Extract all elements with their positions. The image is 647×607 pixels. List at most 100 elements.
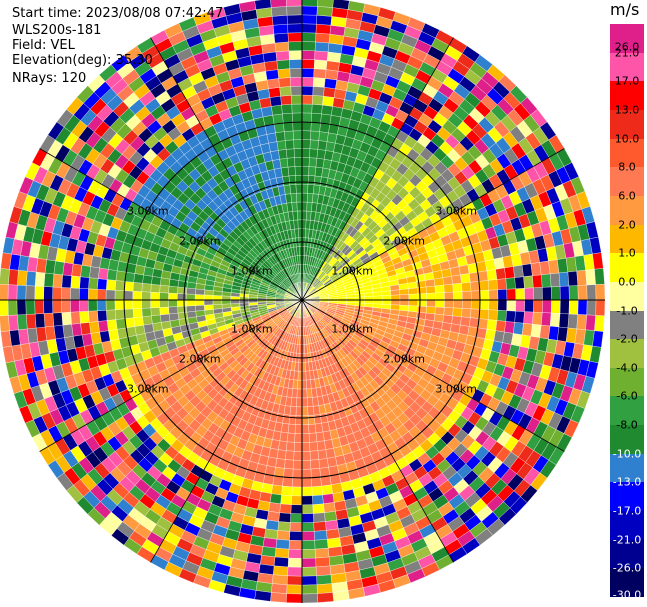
velocity-gate: [325, 448, 336, 459]
velocity-gate: [315, 556, 331, 568]
velocity-gate: [270, 150, 280, 161]
velocity-gate: [294, 424, 303, 434]
velocity-gate: [504, 321, 515, 334]
velocity-gate: [316, 574, 332, 585]
velocity-gate: [296, 388, 303, 399]
velocity-gate: [314, 50, 329, 61]
velocity-gate: [317, 449, 328, 460]
velocity-gate: [96, 299, 107, 311]
velocity-gate: [70, 311, 81, 325]
velocity-gate: [105, 299, 116, 311]
velocity-gate: [320, 113, 332, 125]
velocity-gate: [585, 314, 596, 331]
velocity-gate: [280, 494, 292, 505]
velocity-gate: [285, 441, 295, 452]
velocity-gate: [301, 121, 312, 132]
velocity-gate: [506, 288, 517, 301]
velocity-gate: [532, 311, 543, 326]
velocity-gate: [434, 306, 445, 316]
velocity-gate: [586, 284, 597, 301]
velocity-gate: [268, 141, 279, 152]
velocity-gate: [272, 565, 289, 577]
colorbar-tick-label: 6.0: [618, 189, 636, 203]
velocity-gate: [514, 311, 525, 324]
velocity-gate: [453, 299, 463, 309]
velocity-gate: [551, 299, 561, 314]
velocity-gate: [296, 192, 303, 203]
velocity-gate: [381, 295, 392, 301]
velocity-gate: [290, 85, 303, 96]
velocity-gate: [282, 175, 291, 186]
velocity-gate: [168, 292, 178, 301]
velocity-gate: [106, 269, 118, 281]
velocity-gate: [292, 112, 303, 123]
velocity-gate: [268, 502, 281, 513]
velocity-gate: [70, 275, 81, 289]
velocity-gate: [592, 252, 604, 270]
colorbar-tick-label: -2.0: [616, 332, 638, 346]
velocity-gate: [273, 556, 289, 568]
velocity-gate: [268, 87, 281, 98]
velocity-gate: [281, 104, 293, 115]
velocity-gate: [106, 319, 118, 331]
velocity-gate: [159, 292, 169, 301]
velocity-gate: [297, 210, 303, 221]
velocity-gate: [301, 23, 317, 34]
velocity-gate: [301, 406, 309, 417]
velocity-gate: [312, 95, 324, 106]
velocity-gate: [287, 423, 296, 434]
velocity-gate: [506, 299, 517, 312]
velocity-gate: [97, 267, 109, 280]
velocity-gate: [309, 441, 319, 452]
velocity-gate: [293, 442, 303, 452]
velocity-gate: [269, 95, 282, 107]
colorbar-tick-label: 2.0: [618, 218, 636, 232]
velocity-gate: [496, 310, 507, 322]
velocity-gate: [443, 307, 454, 317]
velocity-gate: [533, 299, 543, 313]
range-ring-label: 1.00km: [331, 264, 374, 278]
velocity-gate: [8, 314, 19, 331]
velocity-gate: [470, 308, 481, 319]
velocity-gate: [470, 281, 481, 292]
velocity-gate: [276, 530, 291, 541]
velocity-gate: [301, 415, 309, 425]
velocity-gate: [458, 264, 470, 276]
velocity-gate: [114, 309, 125, 320]
velocity-gate: [275, 50, 290, 61]
velocity-gate: [316, 149, 326, 160]
velocity-gate: [312, 503, 325, 514]
colorbar-tick-label: -8.0: [616, 418, 638, 432]
velocity-gate: [273, 32, 289, 44]
velocity-gate: [390, 289, 401, 296]
velocity-gate: [114, 280, 125, 291]
velocity-gate: [212, 299, 223, 305]
velocity-gate: [559, 285, 570, 301]
velocity-gate: [275, 131, 286, 142]
velocity-gate: [291, 201, 298, 212]
velocity-gate: [88, 310, 99, 323]
velocity-gate: [550, 312, 561, 328]
velocity-gate: [435, 292, 445, 301]
velocity-gate: [295, 183, 303, 194]
velocity-gate: [592, 330, 604, 348]
velocity-gate: [295, 415, 303, 425]
velocity-gate: [308, 157, 318, 168]
velocity-gate: [89, 266, 100, 279]
velocity-gate: [524, 299, 534, 313]
velocity-gate: [497, 289, 508, 301]
range-ring-label: 2.00km: [383, 352, 425, 366]
velocity-gate: [286, 432, 296, 443]
velocity-gate: [301, 175, 309, 185]
velocity-gate: [195, 304, 205, 312]
velocity-gate: [425, 278, 436, 288]
velocity-gate: [417, 305, 427, 314]
velocity-gate: [177, 305, 187, 314]
velocity-gate: [453, 291, 463, 301]
velocity-gate: [186, 305, 196, 313]
colorbar-tick-label: -13.0: [612, 475, 642, 489]
velocity-gate: [311, 112, 322, 123]
velocity-gate: [52, 286, 62, 301]
velocity-gate: [441, 268, 452, 278]
velocity-gate: [301, 433, 310, 443]
